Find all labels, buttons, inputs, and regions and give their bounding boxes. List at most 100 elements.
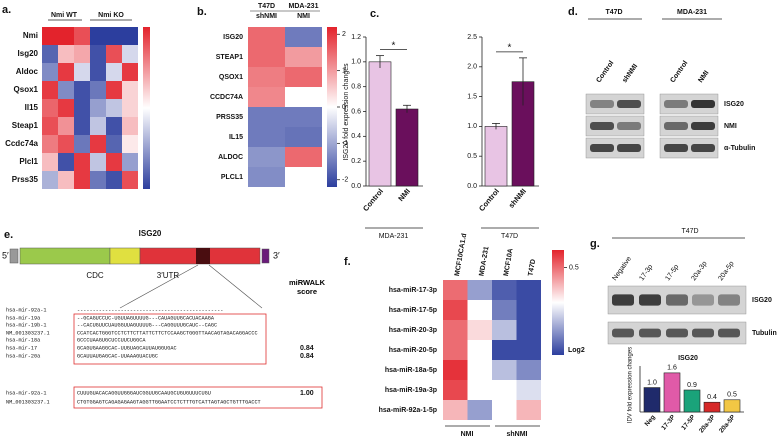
zoom-line [119,264,199,309]
bar [723,399,741,413]
heatmap-cell [516,320,541,340]
heatmap-cell [285,47,322,67]
heatmap-cell [106,99,122,117]
heatmap-cell [248,147,285,167]
heatmap-cell [90,117,106,135]
significance-label: * [392,40,396,51]
lane-label: 17-3p [638,263,654,282]
row-label: Isg20 [18,49,39,58]
row-label: ISG20 [223,34,243,41]
sequence-name: hsa-mir-19b-1 [6,322,46,328]
heatmap-cell [90,153,106,171]
column-label: T47D [527,259,537,277]
blot-band [664,122,688,130]
panel-label: d. [568,6,578,18]
bar [683,389,701,413]
x-tick-label: Control [477,187,501,213]
y-tick-label: 0.0 [351,183,361,190]
heatmap-cell [285,167,322,187]
sequence: ----------------------------------------… [77,307,223,313]
blot-band [692,328,714,338]
heatmap-cell [467,280,492,300]
blot [659,115,719,137]
blot-band [664,100,688,108]
heatmap-cell [42,63,58,81]
blot-band [718,328,740,338]
score-header: miRWALK score [288,278,326,296]
lane-label: NMI [697,70,710,85]
error-bar [519,57,527,106]
heatmap-cell [58,171,74,189]
row-label: hsa-miR-92a-1-5p [379,407,437,414]
blot-band [664,144,688,152]
x-tick-label: Neg [644,414,657,428]
protein-label: ISG20 [724,101,744,108]
heatmap-cell [90,45,106,63]
heatmap-cell [492,340,517,360]
y-tick-label: 1.5 [467,93,477,100]
bar [643,387,661,413]
row-label: hsa-miR-20-5p [389,347,437,354]
column-label: MDA-231 [289,3,319,10]
row-label: hsa-miR-20-3p [389,327,437,334]
lane-label: 20a-5p [717,260,735,282]
heatmap-cell [467,380,492,400]
heatmap-cell [467,340,492,360]
cell-line-label: MDA-231 [677,9,707,16]
heatmap-cell [122,153,138,171]
row-label: Plcl1 [19,157,38,166]
colorbar [143,27,150,189]
lane-label: 17-5p [664,263,680,282]
blot-band [590,122,614,130]
heatmap-cell [285,27,322,47]
sequence-name: NM_001303237.1 [6,330,50,336]
score: 0.84 [300,353,314,360]
heatmap-cell [122,27,138,45]
heatmap-cell [90,135,106,153]
lane-label: Negative [611,255,633,282]
heatmap-cell [467,300,492,320]
heatmap-cell [443,280,468,300]
heatmap-cell [492,360,517,380]
heatmap-cell [74,45,90,63]
column-label: MCF10CA1.d [454,233,468,277]
colorbar-tick-label: 0.5 [569,264,579,271]
score: 0.84 [300,345,314,352]
column-label: NMI [297,13,310,20]
sequence-name: hsa-mir-19a [6,315,40,321]
heatmap-cell [248,67,285,87]
cell-line-label: T47D [605,9,622,16]
heatmap-cell [285,147,322,167]
row-label: PLCL1 [221,174,243,181]
heatmap-cell [516,340,541,360]
heatmap-cell [42,153,58,171]
sequence: CTGTGGAGTCAGAGAGAAGTAGGTTGGAATCCTCTTTGTC… [77,399,261,405]
group-label: Nmi WT [51,12,78,19]
sequence-name: NM_001303237.1 [6,399,50,405]
colorbar-tick-label: -1 [342,140,348,147]
heatmap-cell [106,171,122,189]
row-label: hsa-miR-17-3p [389,287,437,294]
heatmap-cell [467,320,492,340]
row-label: Nmi [23,31,38,40]
blot [585,115,645,137]
heatmap-cell [122,45,138,63]
heatmap-cell [285,67,322,87]
protein-label: ISG20 [752,297,772,304]
heatmap-cell [106,117,122,135]
lane-label: shNMI [621,63,639,84]
heatmap-cell [492,300,517,320]
row-label: IL15 [229,134,243,141]
heatmap-cell [122,99,138,117]
heatmap-cell [122,117,138,135]
heatmap-cell [492,400,517,420]
blot-band [692,294,714,306]
heatmap-cell [516,300,541,320]
error-bar [376,55,384,69]
y-tick-label: 0.2 [351,158,361,165]
value-label: 0.9 [687,382,697,389]
blot-band [691,100,715,108]
heatmap-cell [122,81,138,99]
heatmap-cell [443,320,468,340]
